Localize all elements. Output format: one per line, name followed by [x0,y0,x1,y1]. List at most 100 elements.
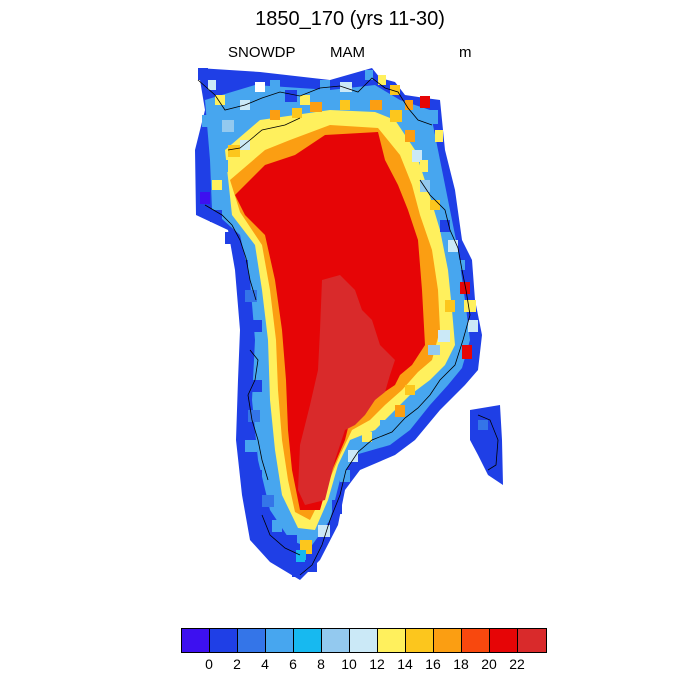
plot-title: 1850_170 (yrs 11-30) [255,8,445,30]
colorbar-tick-label: 10 [341,656,357,672]
grid-cell [412,150,422,162]
colorbar-swatch [182,629,210,652]
grid-cell [320,80,330,90]
units-label: m [459,44,472,61]
grid-cell [272,520,282,532]
grid-cell [405,100,413,110]
grid-cell [252,380,262,392]
grid-cell [245,440,257,452]
grid-cell [395,405,405,417]
coastline [261,514,301,556]
grid-cell [420,96,430,108]
east-island [470,405,503,485]
colorbar-tick-label: 16 [425,656,441,672]
grid-cell [460,282,470,294]
colorbar-swatch [294,629,322,652]
grid-cell [202,115,212,127]
grid-cell [238,260,248,272]
grid-cell [248,410,260,422]
grid-cell [390,110,402,122]
grid-cell [365,70,373,80]
grid-cell [405,130,415,142]
colorbar-tick-label: 2 [233,656,241,672]
grid-cell [270,110,280,120]
grid-cell [370,100,382,110]
grid-cell [405,385,415,395]
colorbar-tick-label: 6 [289,656,297,672]
coastline [204,204,257,301]
grid-cell [378,75,386,85]
colorbar-swatch [322,629,350,652]
colorbar-swatch [518,629,546,652]
coastline [477,414,499,471]
grid-cell [240,140,250,150]
map-layer [195,68,503,580]
colorbar-tick-label: 4 [261,656,269,672]
colorbar-swatch [462,629,490,652]
grid-cell [448,240,458,252]
grid-cell [438,330,450,342]
grid-cell [218,160,228,172]
grid-cell [420,180,430,192]
colorbar-swatch [266,629,294,652]
grid-cell [340,100,350,110]
grid-cell [430,200,440,210]
grid-cell [468,320,478,332]
colorbar-swatch [378,629,406,652]
grid-cell [420,160,428,172]
grid-cell [198,68,208,80]
grid-cell [292,108,302,118]
grid-cell [380,420,392,432]
variable-label: SNOWDP [228,44,296,61]
grid-cell [255,82,265,92]
grid-cell [285,535,297,547]
colorbar-tick-label: 20 [481,656,497,672]
colorbar-tick-label: 14 [397,656,413,672]
grid-cell [340,82,352,92]
grid-cell [225,232,237,244]
colorbar-tick-label: 0 [205,656,213,672]
colorbar-swatch [490,629,518,652]
grid-cell [198,172,208,184]
colorbar-tick-label: 18 [453,656,469,672]
colorbar-tick-label: 12 [369,656,385,672]
grid-cell [215,95,225,105]
colorbar-swatch [434,629,462,652]
grid-cell [440,220,450,232]
season-label: MAM [330,44,365,61]
grid-cell [478,420,488,430]
grid-cell [435,130,443,142]
grid-cell [445,300,455,312]
grid-cell [332,500,342,514]
colorbar [181,628,547,653]
colorbar-swatch [350,629,378,652]
grid-cell [362,432,372,442]
grid-cell [228,145,240,157]
grid-cell [390,85,400,95]
grid-cell [208,80,216,90]
grid-cell [262,495,274,507]
colorbar-swatch [210,629,238,652]
coastline [197,77,433,126]
grid-cell [256,350,268,362]
interior-core [298,275,395,505]
grid-cell [200,192,210,204]
colorbar-swatch [406,629,434,652]
grid-cell [212,180,222,190]
grid-cell [310,102,322,112]
grid-cell [270,80,280,90]
grid-cell [292,565,302,577]
colorbar-tick-label: 8 [317,656,325,672]
grid-cell [318,525,330,537]
grid-cell [296,550,306,562]
coastline [299,179,471,576]
grid-cell [464,300,476,312]
grid-cell [462,345,472,359]
grid-cell [455,260,465,270]
coastline [227,117,301,151]
colorbar-tick-label: 22 [509,656,525,672]
grid-cell [285,90,297,102]
colorbar-ticks: 0 2 4 6 8 10 12 14 16 18 20 22 [0,656,700,676]
grid-cell [340,470,350,482]
